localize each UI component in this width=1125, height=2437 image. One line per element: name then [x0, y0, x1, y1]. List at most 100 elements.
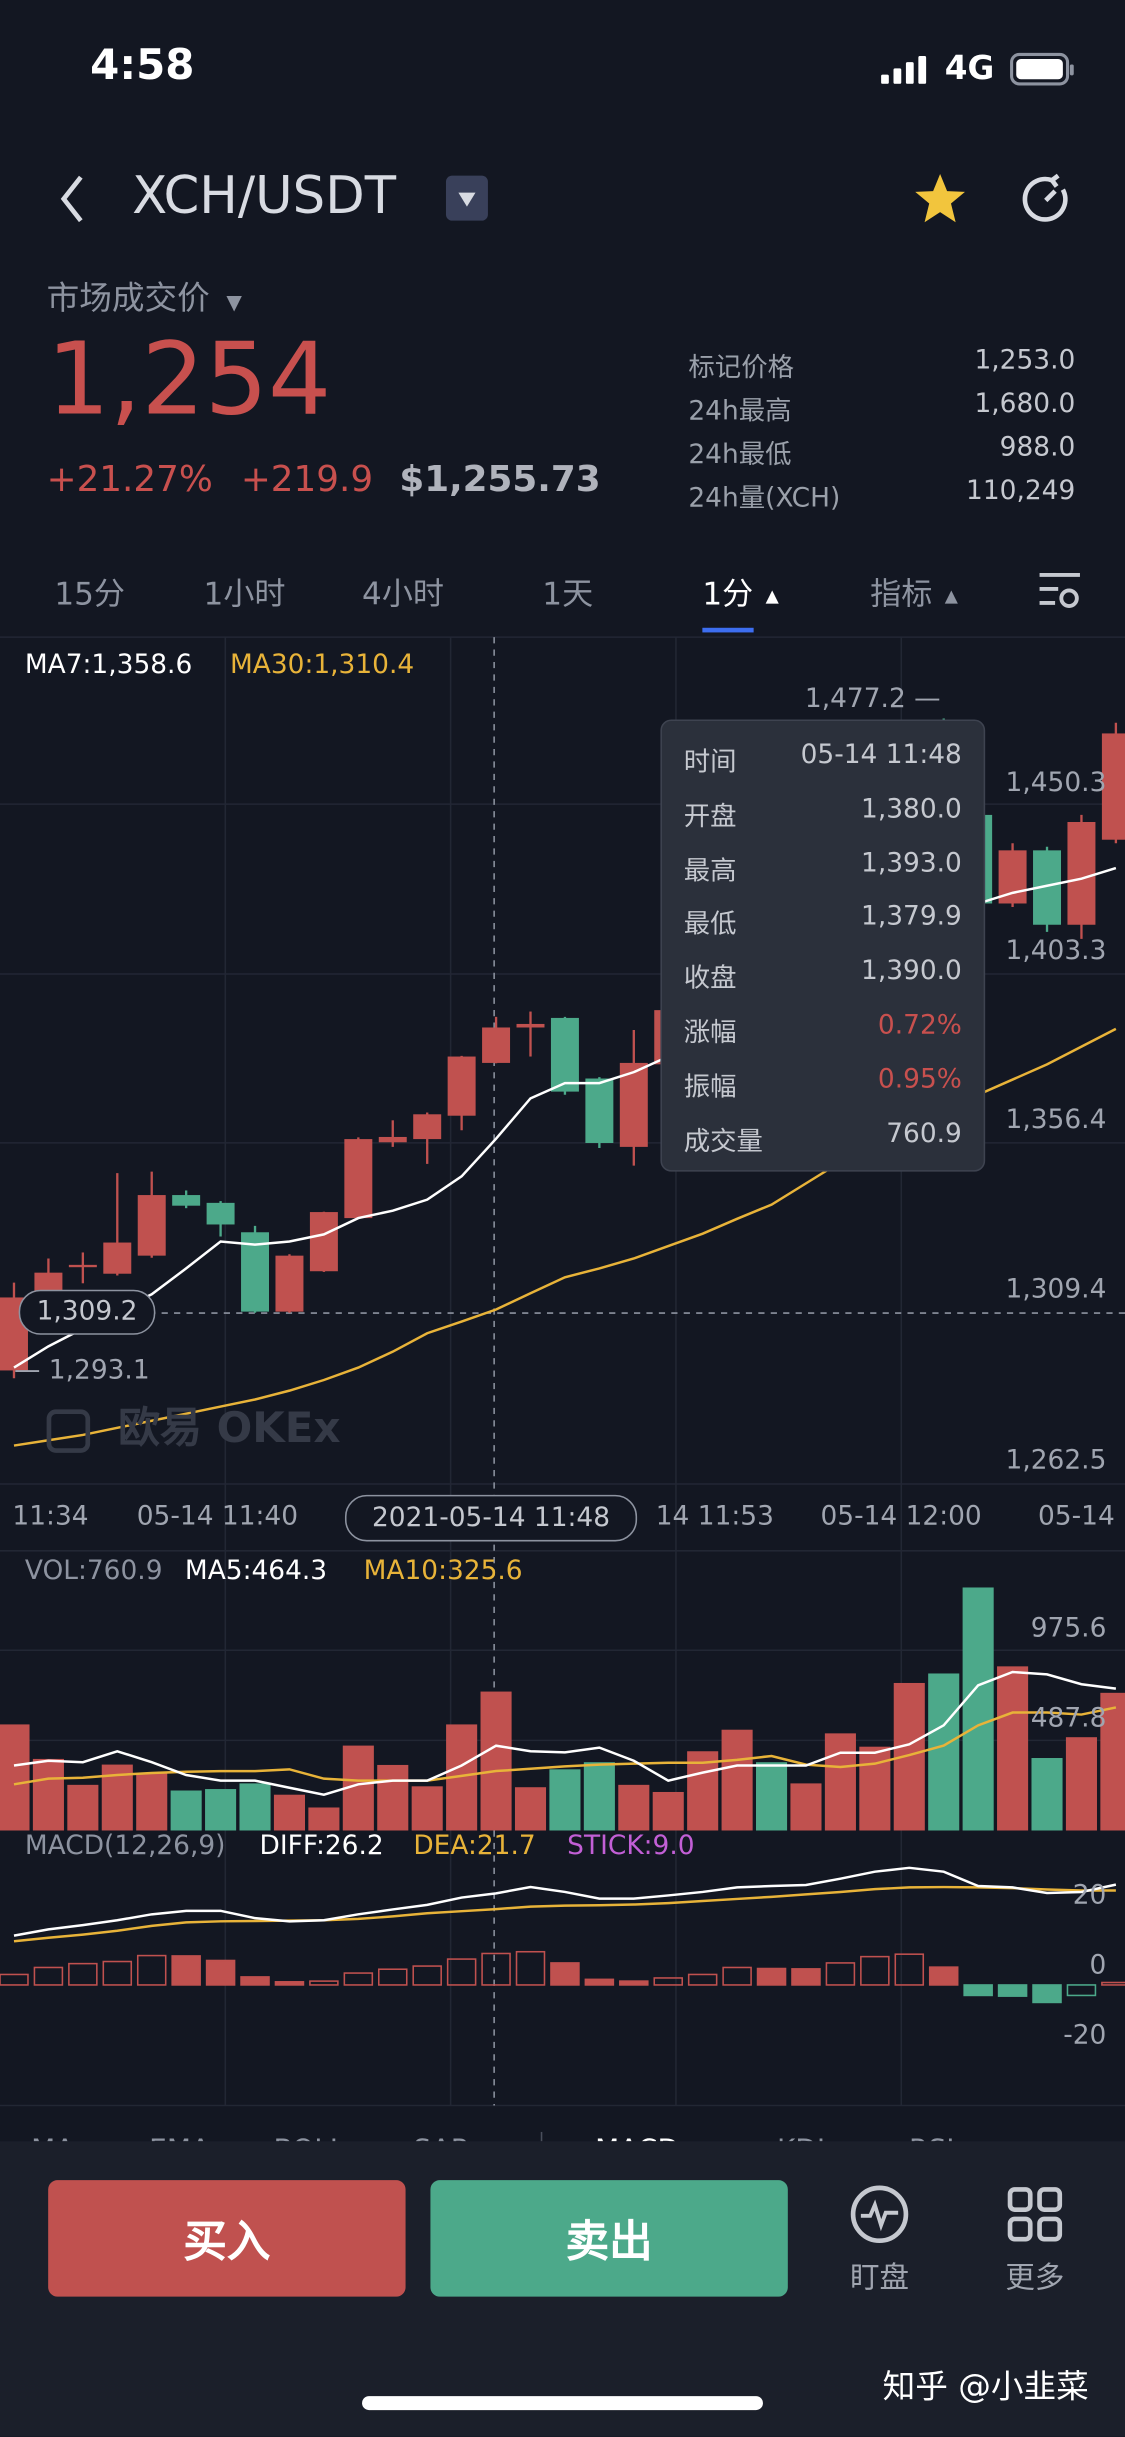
pair-title[interactable]: XCH/USDT: [132, 164, 397, 226]
volume-bar: [962, 1587, 994, 1831]
volume-bar: [136, 1772, 168, 1831]
price-axis-label: 1,403.3: [1005, 935, 1107, 967]
watermark-text: 欧易 OKEx: [118, 1404, 341, 1453]
macd-stick-legend: STICK:9.0: [567, 1830, 695, 1862]
pair-dropdown-button[interactable]: [445, 175, 488, 221]
tooltip-label: 涨幅: [683, 1017, 737, 1049]
low-marker: — 1,293.1: [13, 1355, 150, 1387]
stat-value: 1,680.0: [974, 388, 1076, 420]
vol-axis-label: 487.8: [1030, 1703, 1107, 1735]
activity-pulse-icon: [850, 2185, 909, 2244]
tab-interval[interactable]: 15分: [54, 569, 125, 614]
tab-interval[interactable]: 1分 ▲: [702, 569, 778, 614]
volume-bar: [652, 1791, 684, 1831]
volume-bar: [928, 1673, 960, 1831]
refresh-button[interactable]: [1018, 171, 1074, 227]
volume-bar: [1031, 1758, 1063, 1831]
sell-button[interactable]: 卖出: [430, 2180, 788, 2297]
back-button[interactable]: [53, 171, 90, 227]
tooltip-row: 振幅 0.95%: [684, 1064, 962, 1111]
low-marker-value: 1,293.1: [48, 1355, 150, 1387]
caret-down-icon: ▼: [226, 292, 242, 316]
tooltip-label: 收盘: [683, 963, 737, 995]
indicator-tab[interactable]: EMA: [149, 2132, 210, 2142]
caret-up-icon: ▲: [765, 585, 779, 607]
buy-button[interactable]: 买入: [48, 2180, 406, 2297]
chart-settings-button[interactable]: [1036, 569, 1083, 613]
watch-button[interactable]: 盯盘: [841, 2180, 919, 2297]
tooltip-row: 成交量 760.9: [684, 1118, 962, 1165]
candle-body: [516, 1023, 545, 1028]
tooltip-value: 0.95%: [877, 1064, 962, 1096]
time-axis-label: 14 11:53: [655, 1501, 774, 1533]
indicator-tab[interactable]: BOLL: [273, 2132, 345, 2142]
macd-diff-line: [13, 1866, 1117, 1937]
volume-bar: [1100, 1692, 1125, 1831]
refresh-icon: [1022, 173, 1068, 222]
caret-down-icon: [458, 192, 476, 207]
okex-watermark: 欧易 OKEx: [46, 1394, 341, 1455]
tooltip-value: 760.9: [886, 1118, 962, 1150]
more-label: 更多: [1005, 2260, 1065, 2296]
network-type: 4G: [944, 49, 995, 88]
indicator-tab[interactable]: SAR: [413, 2132, 470, 2142]
tab-interval[interactable]: 指标 ▲: [870, 569, 958, 614]
active-tab-underline: [702, 627, 754, 633]
candle-body: [550, 1017, 579, 1092]
time-axis-label: 11:34: [12, 1501, 89, 1533]
candle-body: [103, 1242, 132, 1274]
tab-interval[interactable]: 1天: [542, 569, 593, 614]
vol-ma5-legend: MA5:464.3: [184, 1555, 328, 1587]
candle-body: [1067, 822, 1096, 925]
favorite-star-button[interactable]: [912, 171, 968, 227]
stat-value: 988.0: [999, 431, 1076, 464]
candle-body: [206, 1202, 235, 1225]
tab-interval[interactable]: 1小时: [204, 569, 286, 614]
volume-bar: [67, 1784, 99, 1831]
macd-stick-bar: [309, 1980, 339, 1986]
watch-label: 盯盘: [849, 2260, 910, 2296]
volume-bar: [1065, 1737, 1097, 1831]
volume-bar: [0, 1724, 30, 1831]
time-axis-label: 05-14 12:00: [820, 1501, 982, 1533]
indicator-tab[interactable]: MA: [31, 2132, 74, 2142]
indicator-divider: [540, 2131, 543, 2142]
candle-body: [619, 1062, 648, 1147]
tooltip-row: 开盘 1,380.0: [684, 794, 962, 841]
macd-stick-bar: [515, 1950, 546, 1986]
stat-label: 标记价格: [688, 352, 795, 384]
volume-bar: [618, 1784, 650, 1831]
macd-stick-bar: [481, 1952, 511, 1986]
volume-bar: [514, 1787, 547, 1831]
macd-diff-legend: DIFF:26.2: [259, 1830, 384, 1862]
candle-body: [482, 1027, 511, 1063]
high-marker-value: 1,477.2: [804, 683, 906, 715]
indicator-tab[interactable]: KDJ: [777, 2132, 825, 2142]
macd-stick-bar: [722, 1966, 752, 1986]
more-button[interactable]: 更多: [996, 2180, 1074, 2297]
tab-interval[interactable]: 4小时: [362, 569, 444, 614]
macd-stick-bar: [343, 1972, 374, 1986]
candle-body: [413, 1114, 442, 1140]
signal-icon: [881, 55, 934, 84]
price-type-selector[interactable]: 市场成交价 ▼: [47, 273, 242, 320]
tooltip-label: 成交量: [683, 1125, 763, 1158]
candle-body: [1101, 733, 1125, 840]
volume-bar: [32, 1758, 64, 1831]
candle-body: [344, 1139, 373, 1219]
macd-stick-bar: [1032, 1984, 1062, 2004]
candle-body: [378, 1136, 407, 1143]
candle-body: [137, 1195, 166, 1256]
candle-body: [275, 1255, 304, 1312]
indicator-tab[interactable]: MACD: [595, 2132, 679, 2142]
indicator-tab[interactable]: RSI: [909, 2132, 954, 2142]
home-indicator[interactable]: [362, 2396, 763, 2411]
price-axis-label: 1,262.5: [1005, 1445, 1107, 1477]
macd-stick-bar: [860, 1955, 890, 1986]
tooltip-value: 1,379.9: [861, 901, 962, 933]
vol-legend: VOL:760.9: [24, 1555, 163, 1587]
macd-stick-bar: [997, 1984, 1028, 1997]
battery-icon: [1010, 51, 1075, 88]
macd-stick-bar: [894, 1953, 925, 1986]
